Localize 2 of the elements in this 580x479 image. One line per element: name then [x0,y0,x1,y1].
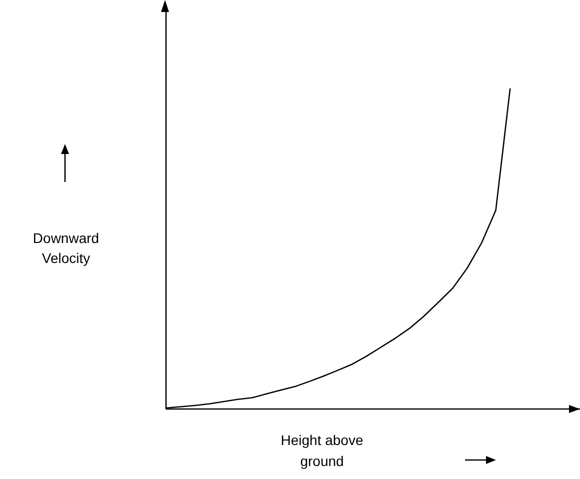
y-axis-title: Downward Velocity [32,229,100,268]
x-axis-title: Height above ground [280,431,364,471]
